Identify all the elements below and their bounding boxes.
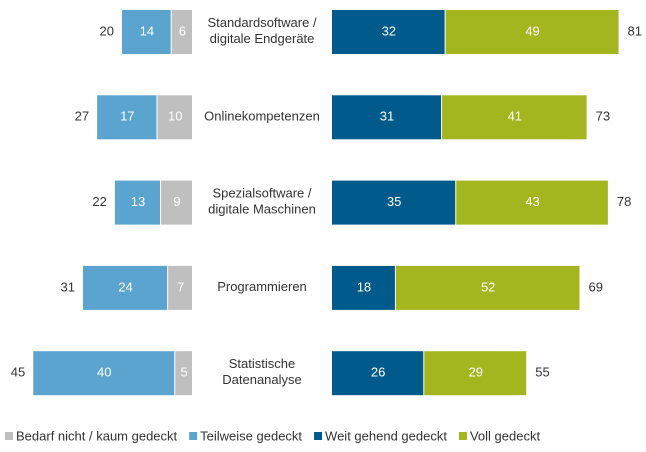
bar-segment <box>456 180 608 225</box>
bar-segment <box>175 351 192 396</box>
total-left: 20 <box>100 23 114 38</box>
bar-segment <box>442 95 587 140</box>
category-label: Statistische Datenanalyse <box>222 357 302 388</box>
bar-segment <box>332 95 442 140</box>
legend-label: Bedarf nicht / kaum gedeckt <box>16 428 178 443</box>
bar-segment <box>332 10 445 54</box>
legend-label: Teilweise gedeckt <box>200 428 302 443</box>
legend-swatch <box>314 432 323 440</box>
total-left: 31 <box>60 279 74 294</box>
bar-segment <box>395 265 580 310</box>
category-line: Programmieren <box>217 279 307 294</box>
value-label: 7 <box>177 279 184 294</box>
total-right: 78 <box>617 194 631 209</box>
category-line: Standardsoftware / <box>207 15 317 30</box>
value-label: 49 <box>525 23 539 38</box>
total-right: 81 <box>628 23 642 38</box>
category-label: Standardsoftware / digitale Endgeräte <box>207 15 317 46</box>
total-left: 27 <box>75 109 89 124</box>
value-label: 17 <box>120 109 134 124</box>
legend-swatch <box>458 432 467 440</box>
category-line: Statistische <box>229 357 295 372</box>
bar-segment <box>171 10 192 54</box>
category-label: Spezialsoftware / digitale Maschinen <box>208 186 316 217</box>
bar-segment <box>157 95 192 140</box>
bar-segment <box>332 351 424 396</box>
value-label: 43 <box>525 194 539 209</box>
bar-segment <box>424 351 527 396</box>
legend-swatch <box>189 432 198 440</box>
value-label: 41 <box>508 109 522 124</box>
bar-segment <box>97 95 157 140</box>
value-label: 9 <box>173 194 180 209</box>
legend-label: Voll gedeckt <box>470 428 540 443</box>
category-line: Onlinekompetenzen <box>204 109 320 124</box>
bar-segment <box>445 10 619 54</box>
legend-swatch <box>5 432 13 440</box>
total-right: 73 <box>596 109 610 124</box>
bar-segment <box>332 180 456 225</box>
value-label: 5 <box>181 365 188 380</box>
category-line: digitale Maschinen <box>208 202 316 217</box>
bar-segment <box>168 265 192 310</box>
legend-label: Weit gehend gedeckt <box>325 428 447 443</box>
bar-segment <box>33 351 175 396</box>
value-label: 40 <box>97 365 111 380</box>
bar-segment <box>122 10 171 54</box>
category-line: Spezialsoftware / <box>213 186 312 201</box>
value-label: 35 <box>387 194 401 209</box>
total-left: 45 <box>11 365 25 380</box>
bar-segment <box>82 265 168 310</box>
value-label: 13 <box>131 194 145 209</box>
category-label: Onlinekompetenzen <box>204 109 320 124</box>
value-label: 52 <box>481 279 495 294</box>
value-label: 31 <box>380 109 394 124</box>
value-label: 10 <box>168 109 182 124</box>
value-label: 18 <box>357 279 371 294</box>
total-left: 22 <box>92 194 106 209</box>
bar-segment <box>161 180 192 225</box>
category-line: Datenanalyse <box>222 373 302 388</box>
category-line: digitale Endgeräte <box>210 31 315 46</box>
value-label: 6 <box>179 23 186 38</box>
value-label: 29 <box>469 365 483 380</box>
value-label: 24 <box>118 279 132 294</box>
category-label: Programmieren <box>217 279 307 294</box>
bar-segment <box>332 265 395 310</box>
total-right: 69 <box>589 279 603 294</box>
bar-segment <box>114 180 161 225</box>
value-label: 14 <box>140 23 154 38</box>
value-label: 26 <box>371 365 385 380</box>
value-label: 32 <box>382 23 396 38</box>
total-right: 55 <box>535 365 549 380</box>
